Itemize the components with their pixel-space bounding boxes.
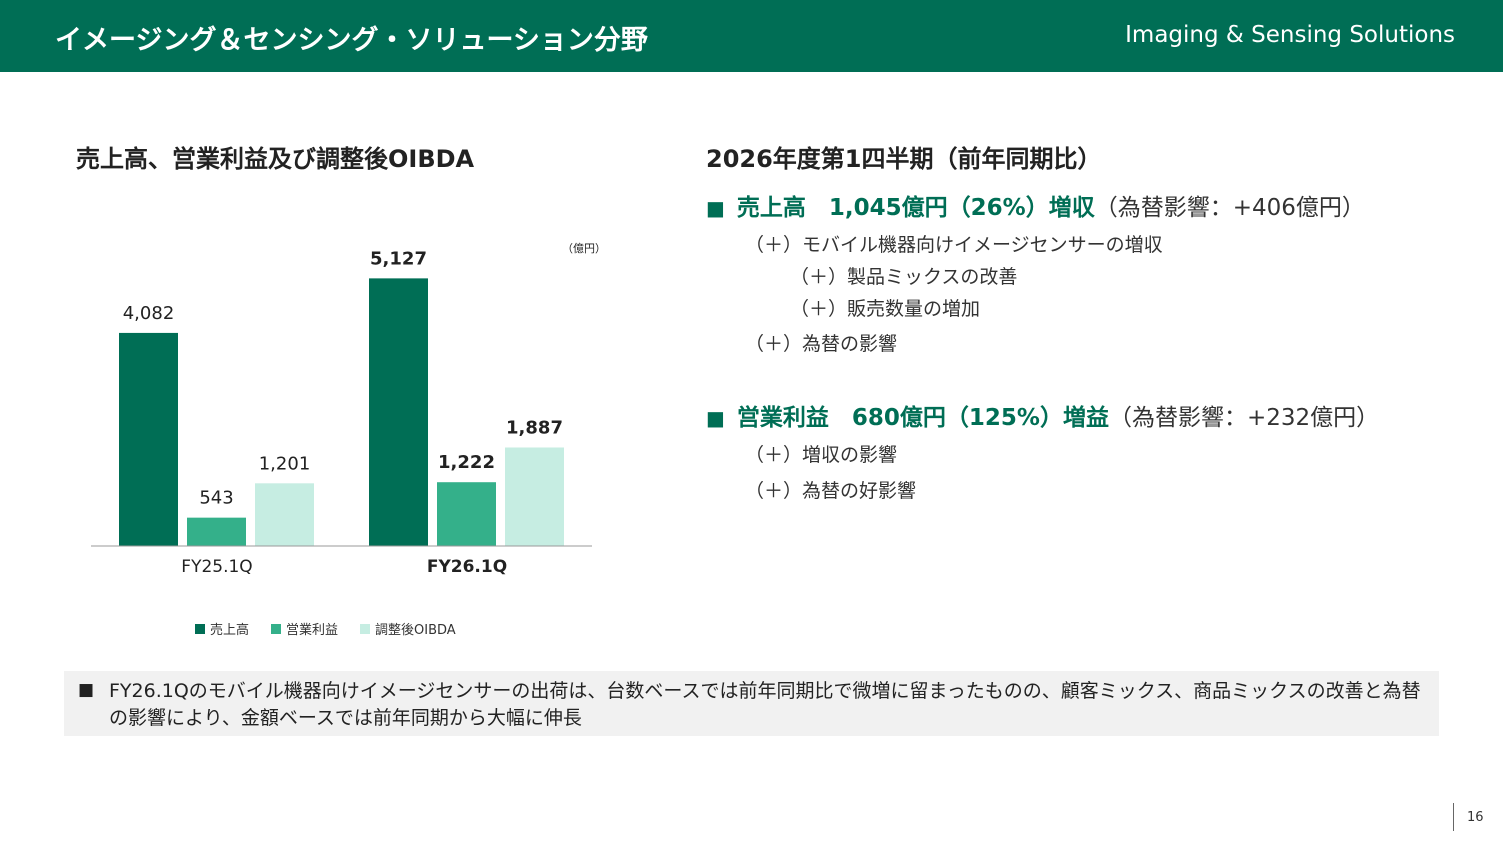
- header-bar: イメージング＆センシング・ソリューション分野 Imaging & Sensing…: [0, 0, 1503, 72]
- sales-factor-3: （＋）販売数量の増加: [790, 298, 981, 320]
- segment-name: Imaging & Sensing Solutions: [1125, 22, 1455, 48]
- legend-item-sales: 売上高: [195, 619, 249, 638]
- bar-operating-income-FY25.1Q: [187, 517, 246, 546]
- bar-operating-income-FY26.1Q: [437, 482, 496, 546]
- page-title: イメージング＆センシング・ソリューション分野: [55, 25, 648, 56]
- category-label-FY25.1Q: FY25.1Q: [181, 557, 252, 577]
- page-divider: [1453, 803, 1454, 831]
- data-label-operating-income-FY26.1Q: 1,222: [438, 452, 495, 473]
- data-label-oibda-FY25.1Q: 1,201: [259, 453, 311, 474]
- data-label-operating-income-FY25.1Q: 543: [199, 488, 233, 509]
- bar-sales-FY26.1Q: [369, 278, 428, 546]
- sales-factor-2: （＋）製品ミックスの改善: [790, 266, 1018, 288]
- legend-label-operating-income: 営業利益: [286, 623, 339, 638]
- legend-item-oibda: 調整後OIBDA: [360, 619, 456, 638]
- op-fx-impact: （為替影響：+232億円）: [1108, 405, 1380, 431]
- data-label-oibda-FY26.1Q: 1,887: [506, 417, 563, 438]
- sales-bullet-square: ■: [706, 196, 725, 220]
- sales-highlight: 売上高 1,045億円（26%）増収: [736, 195, 1095, 221]
- sales-factor-1: （＋）モバイル機器向けイメージセンサーの増収: [745, 234, 1163, 256]
- data-label-sales-FY25.1Q: 4,082: [123, 303, 175, 324]
- bar-oibda-FY26.1Q: [505, 447, 564, 546]
- op-factor-1: （＋）増収の影響: [745, 444, 898, 466]
- chart-title: 売上高、営業利益及び調整後OIBDA: [76, 145, 475, 173]
- note-text: FY26.1Qのモバイル機器向けイメージセンサーの出荷は、台数ベースでは前年同期…: [109, 680, 1421, 729]
- sales-factor-4: （＋）為替の影響: [745, 333, 898, 355]
- legend-item-operating-income: 営業利益: [271, 619, 338, 638]
- unit-label: （億円）: [562, 242, 606, 255]
- legend-swatch-operating-income: [271, 623, 282, 634]
- quarter-summary-title: 2026年度第1四半期（前年同期比）: [706, 145, 1102, 173]
- op-bullet: ■ 営業利益 680億円（125%）増益（為替影響：+232億円）: [706, 398, 1379, 432]
- category-label-FY26.1Q: FY26.1Q: [427, 557, 507, 577]
- bar-chart: 4,082 543 1,201 FY25.1Q 5,127 1,222 1,887 FY26.…: [91, 242, 606, 577]
- note-square: ■: [78, 680, 95, 700]
- bar-oibda-FY25.1Q: [255, 483, 314, 546]
- op-highlight: 営業利益 680億円（125%）増益: [736, 405, 1109, 431]
- op-bullet-square: ■: [706, 406, 725, 430]
- sales-bullet: ■ 売上高 1,045億円（26%）増収（為替影響：+406億円）: [706, 188, 1365, 222]
- bar-sales-FY25.1Q: [119, 332, 178, 546]
- op-factor-2: （＋）為替の好影響: [745, 480, 917, 502]
- legend-swatch-oibda: [360, 623, 371, 634]
- legend-label-sales: 売上高: [210, 623, 250, 638]
- legend-swatch-sales: [195, 623, 205, 634]
- chart-legend: 売上高 営業利益 調整後OIBDA: [195, 619, 456, 638]
- sales-fx-impact: （為替影響：+406億円）: [1094, 195, 1365, 221]
- legend-label-oibda: 調整後OIBDA: [375, 623, 456, 638]
- page-number: 16: [1467, 810, 1484, 825]
- note-box: ■ FY26.1Qのモバイル機器向けイメージセンサーの出荷は、台数ベースでは前年…: [64, 671, 1439, 736]
- data-label-sales-FY26.1Q: 5,127: [370, 248, 427, 269]
